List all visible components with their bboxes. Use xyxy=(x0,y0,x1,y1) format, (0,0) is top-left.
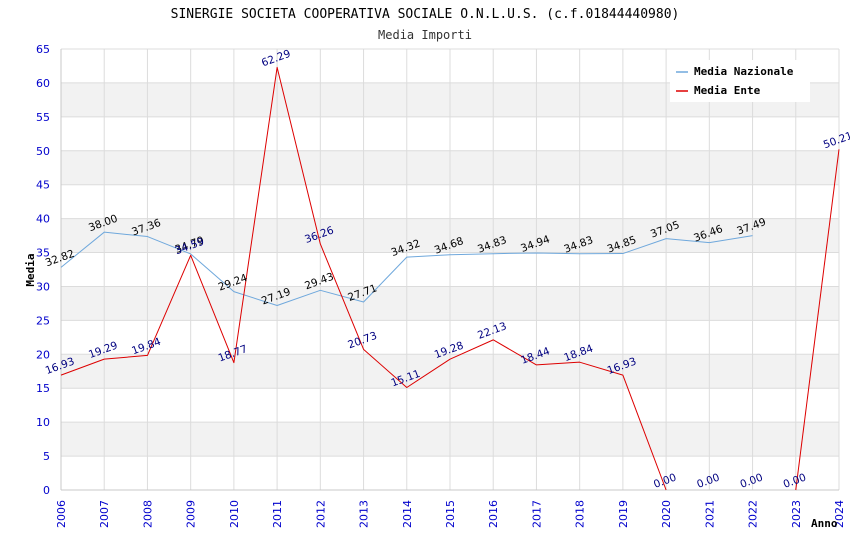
y-tick-label: 35 xyxy=(36,247,50,260)
x-tick-label: 2006 xyxy=(55,500,68,528)
y-tick-label: 45 xyxy=(36,179,50,192)
series-line-ente xyxy=(795,149,840,491)
data-label-ente: 0.00 xyxy=(782,472,808,491)
legend-label-nazionale: Media Nazionale xyxy=(694,65,794,78)
y-tick-label: 55 xyxy=(36,111,50,124)
data-label-ente: 0.00 xyxy=(738,472,764,491)
x-tick-label: 2022 xyxy=(747,500,760,528)
x-axis-ticks: 2006 2007 2008 2009 2010 2011 2012 2013 2014 2015… xyxy=(55,500,846,528)
y-tick-label: 60 xyxy=(36,77,50,90)
y-tick-label: 0 xyxy=(43,484,50,497)
y-tick-label: 65 xyxy=(36,43,50,56)
data-label-ente: 22.13 xyxy=(476,320,508,342)
x-tick-label: 2017 xyxy=(530,500,543,528)
x-tick-label: 2020 xyxy=(660,500,673,528)
x-tick-label: 2012 xyxy=(314,500,327,528)
grid xyxy=(60,48,840,491)
data-label-ente: 50.21 xyxy=(822,130,850,152)
legend-box xyxy=(670,60,810,102)
data-label-ente: 0.00 xyxy=(695,472,721,491)
x-tick-label: 2008 xyxy=(141,500,154,528)
y-tick-label: 30 xyxy=(36,280,50,293)
y-tick-label: 20 xyxy=(36,348,50,361)
y-tick-label: 40 xyxy=(36,213,50,226)
legend: Media Nazionale Media Ente xyxy=(670,60,810,102)
chart-title: SINERGIE SOCIETA COOPERATIVA SOCIALE O.N… xyxy=(171,7,680,22)
legend-label-ente: Media Ente xyxy=(694,84,761,97)
x-axis-label: Anno xyxy=(811,517,838,530)
x-tick-label: 2016 xyxy=(487,500,500,528)
x-tick-label: 2015 xyxy=(444,500,457,528)
x-tick-label: 2024 xyxy=(833,500,846,528)
x-tick-label: 2023 xyxy=(790,500,803,528)
y-axis-label: Media xyxy=(24,253,37,286)
data-label-ente: 62.29 xyxy=(260,48,292,70)
x-tick-label: 2018 xyxy=(574,500,587,528)
x-tick-label: 2021 xyxy=(703,500,716,528)
x-tick-label: 2010 xyxy=(228,500,241,528)
series-line-nazionale xyxy=(60,231,753,307)
y-tick-label: 15 xyxy=(36,382,50,395)
x-tick-label: 2011 xyxy=(271,500,284,528)
x-tick-label: 2014 xyxy=(401,500,414,528)
series-line-ente xyxy=(60,66,667,491)
y-tick-label: 10 xyxy=(36,416,50,429)
series-lines xyxy=(60,66,840,491)
x-tick-label: 2009 xyxy=(185,500,198,528)
y-tick-label: 50 xyxy=(36,145,50,158)
x-tick-label: 2007 xyxy=(98,500,111,528)
y-axis-ticks: 0 5 10 15 20 25 30 35 40 45 50 55 60 65 xyxy=(36,43,50,497)
x-tick-label: 2013 xyxy=(358,500,371,528)
x-tick-label: 2019 xyxy=(617,500,630,528)
y-tick-label: 25 xyxy=(36,314,50,327)
chart-subtitle: Media Importi xyxy=(378,28,472,42)
y-tick-label: 5 xyxy=(43,450,50,463)
